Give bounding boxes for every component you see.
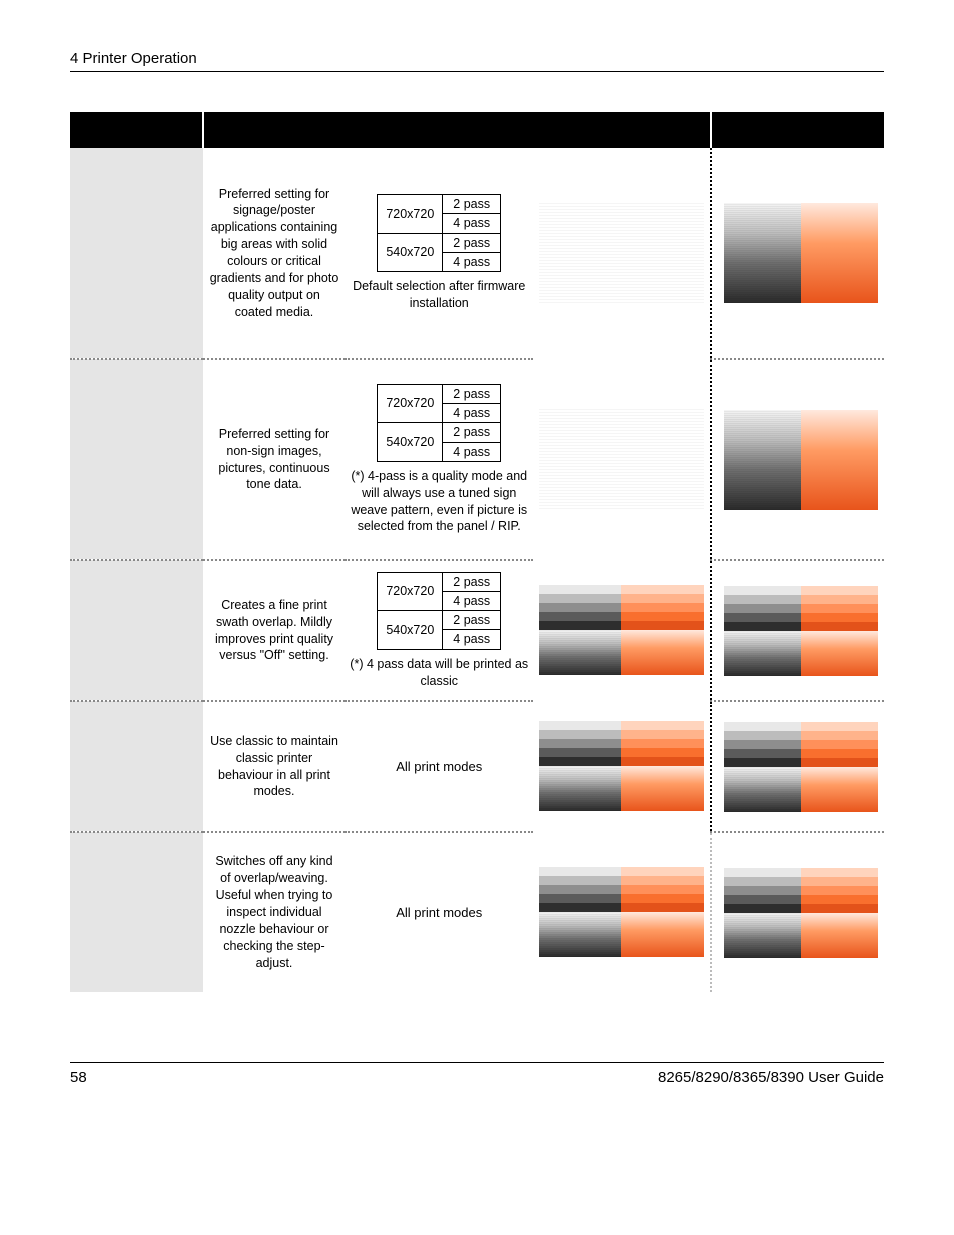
sample-steps <box>711 701 884 831</box>
grey-gradient-sample <box>539 203 703 303</box>
pass-table: 720x720 2 pass 4 pass 540x720 2 pass 4 p… <box>377 572 501 650</box>
page-header: 4 Printer Operation <box>70 50 884 72</box>
row-modes: 720x720 2 pass 4 pass 540x720 2 pass 4 p… <box>345 560 533 700</box>
res-cell: 720x720 <box>378 572 443 611</box>
settings-table: Preferred setting for signage/poster app… <box>70 112 884 992</box>
pass-cell: 2 pass <box>443 611 501 630</box>
modes-text: All print modes <box>349 759 529 774</box>
sample-dual <box>711 359 884 559</box>
page-number: 58 <box>70 1069 87 1086</box>
th-blank-1 <box>70 112 203 148</box>
footnote: (*) 4-pass is a quality mode and will al… <box>349 468 529 536</box>
pass-table: 720x720 2 pass 4 pass 540x720 2 pass 4 p… <box>377 384 501 462</box>
grey-gradient <box>724 410 801 510</box>
orange-gradient <box>801 410 878 510</box>
dual-swatch <box>724 410 878 510</box>
res-cell: 540x720 <box>378 423 443 462</box>
row-picture: Preferred setting for non-sign images, p… <box>70 359 884 559</box>
th-blank-5 <box>711 112 884 148</box>
row-label <box>70 359 203 559</box>
row-desc: Preferred setting for non-sign images, p… <box>203 359 346 559</box>
row-modes: All print modes <box>345 832 533 992</box>
res-cell: 540x720 <box>378 611 443 650</box>
page-footer: 58 8265/8290/8365/8390 User Guide <box>70 1062 884 1086</box>
section-title: 4 Printer Operation <box>70 50 197 67</box>
pass-cell: 2 pass <box>443 384 501 403</box>
pass-cell: 4 pass <box>443 404 501 423</box>
sample-wavy <box>533 359 710 559</box>
row-desc: Switches off any kind of overlap/weaving… <box>203 832 346 992</box>
row-classic: Use classic to maintain classic printer … <box>70 701 884 831</box>
orange-gradient <box>801 203 878 303</box>
res-cell: 720x720 <box>378 384 443 423</box>
doc-title: 8265/8290/8365/8390 User Guide <box>658 1069 884 1086</box>
footnote: Default selection after firmware install… <box>349 278 529 312</box>
row-modes: All print modes <box>345 701 533 831</box>
sample-gradient <box>533 148 710 358</box>
swatch-stack <box>724 586 878 676</box>
row-label <box>70 832 203 992</box>
row-desc: Preferred setting for signage/poster app… <box>203 148 346 358</box>
modes-text: All print modes <box>349 905 529 920</box>
pass-cell: 4 pass <box>443 442 501 461</box>
swatch-stack <box>539 721 703 811</box>
row-fine: Creates a fine print swath overlap. Mild… <box>70 560 884 700</box>
th-blank-2 <box>203 112 346 148</box>
swatch-stack <box>724 722 878 812</box>
pass-cell: 4 pass <box>443 252 501 271</box>
sample-steps <box>533 701 710 831</box>
pass-cell: 2 pass <box>443 233 501 252</box>
pass-cell: 4 pass <box>443 214 501 233</box>
row-off: Switches off any kind of overlap/weaving… <box>70 832 884 992</box>
sample-steps <box>711 832 884 992</box>
row-desc: Creates a fine print swath overlap. Mild… <box>203 560 346 700</box>
row-label <box>70 148 203 358</box>
th-blank-3 <box>345 112 533 148</box>
pass-cell: 2 pass <box>443 195 501 214</box>
swatch-stack <box>539 585 703 675</box>
res-cell: 540x720 <box>378 233 443 272</box>
pass-cell: 2 pass <box>443 423 501 442</box>
swatch-stack <box>724 868 878 958</box>
pass-cell: 4 pass <box>443 630 501 649</box>
pass-cell: 2 pass <box>443 572 501 591</box>
row-label <box>70 560 203 700</box>
swatch-stack <box>539 867 703 957</box>
sample-steps <box>711 560 884 700</box>
row-modes: 720x720 2 pass 4 pass 540x720 2 pass 4 p… <box>345 359 533 559</box>
pass-table: 720x720 2 pass 4 pass 540x720 2 pass 4 p… <box>377 194 501 272</box>
row-label <box>70 701 203 831</box>
grey-gradient <box>724 203 801 303</box>
sample-steps <box>533 560 710 700</box>
res-cell: 720x720 <box>378 195 443 234</box>
table-header-bar <box>70 112 884 148</box>
pass-cell: 4 pass <box>443 591 501 610</box>
sample-steps <box>533 832 710 992</box>
dual-swatch <box>724 203 878 303</box>
sample-dual <box>711 148 884 358</box>
th-blank-4 <box>533 112 710 148</box>
row-sign: Preferred setting for signage/poster app… <box>70 148 884 358</box>
row-desc: Use classic to maintain classic printer … <box>203 701 346 831</box>
grey-wavy-sample <box>539 409 703 509</box>
footnote: (*) 4 pass data will be printed as class… <box>349 656 529 690</box>
row-modes: 720x720 2 pass 4 pass 540x720 2 pass 4 p… <box>345 148 533 358</box>
